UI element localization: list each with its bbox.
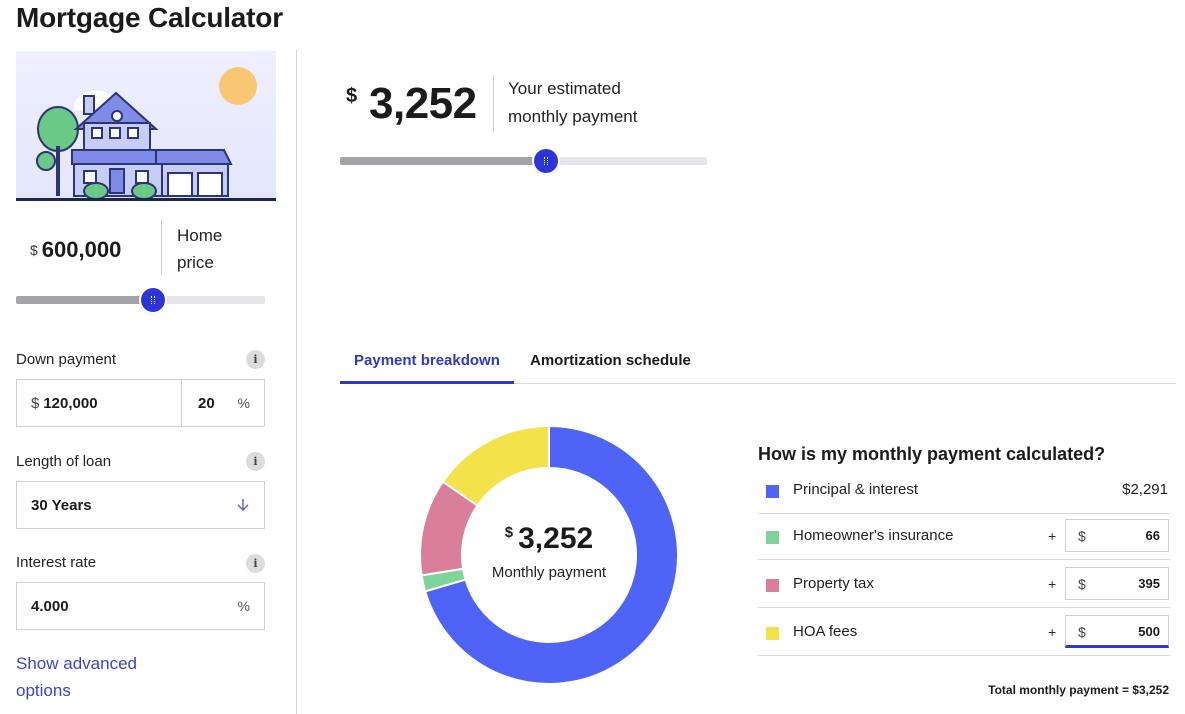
breakdown-row-property-tax: Property tax + $ 395 <box>758 560 1170 608</box>
home-price-value[interactable]: 600,000 <box>41 237 122 262</box>
breakdown-title: How is my monthly payment calculated? <box>758 444 1106 464</box>
principal-amount: $2,291 <box>1122 481 1168 498</box>
hoa-label: HOA fees <box>793 623 858 640</box>
donut-slice-principal <box>423 425 679 685</box>
breakdown-row-principal: Principal & interest $2,291 <box>758 466 1170 514</box>
hoa-input[interactable]: $ 500 <box>1065 615 1169 648</box>
interest-rate-label: Interest rate <box>16 554 97 571</box>
down-payment-amount-input[interactable]: $ 120,000 <box>16 379 182 427</box>
donut-currency: $ <box>504 523 514 541</box>
breakdown-row-hoa: HOA fees + $ 500 <box>758 608 1170 656</box>
page-title: Mortgage Calculator <box>16 2 283 33</box>
interest-rate-input[interactable]: 4.000 % <box>16 582 265 630</box>
house-illustration <box>16 51 276 201</box>
insurance-label: Homeowner's insurance <box>793 527 954 544</box>
tab-payment-breakdown[interactable]: Payment breakdown <box>340 345 514 384</box>
principal-swatch <box>766 485 779 498</box>
insurance-input[interactable]: $ 66 <box>1065 519 1169 552</box>
down-payment-percent-input[interactable]: 20 % <box>181 379 265 427</box>
donut-center-label: $ 3,252 Monthly payment <box>419 425 679 685</box>
home-price-slider[interactable] <box>16 288 265 312</box>
donut-slice-hoa <box>441 425 550 507</box>
down-payment-info-icon[interactable]: i <box>246 350 265 369</box>
interest-rate-value: 4.000 <box>31 597 69 615</box>
sun-icon <box>219 67 257 105</box>
estimate-slider-thumb[interactable] <box>533 149 558 173</box>
payment-donut-chart <box>419 425 679 685</box>
property-tax-swatch <box>766 579 779 592</box>
insurance-value: 66 <box>1145 528 1160 543</box>
principal-label: Principal & interest <box>793 481 919 498</box>
hoa-value: 500 <box>1138 624 1160 639</box>
down-payment-label: Down payment <box>16 351 117 368</box>
home-price-currency: $ <box>30 242 38 258</box>
home-price-slider-fill <box>16 296 153 304</box>
property-tax-value: 395 <box>1138 576 1160 591</box>
hoa-swatch <box>766 627 779 640</box>
estimate-label: Your estimated monthly payment <box>508 79 638 126</box>
total-monthly-payment: Total monthly payment = $3,252 <box>988 683 1169 697</box>
panel-divider <box>296 50 297 714</box>
estimate-currency: $ <box>346 85 358 107</box>
property-tax-label: Property tax <box>793 575 874 592</box>
down-payment-amount-value: 120,000 <box>43 394 98 412</box>
estimate-slider-fill <box>340 157 546 165</box>
home-price-label: Home price <box>177 226 223 272</box>
loan-length-select[interactable]: 30 Years <box>16 481 265 529</box>
loan-length-info-icon[interactable]: i <box>246 452 265 471</box>
estimate-slider[interactable] <box>340 149 707 173</box>
tab-amortization-schedule[interactable]: Amortization schedule <box>530 352 691 369</box>
donut-sublabel: Monthly payment <box>491 563 607 581</box>
loan-length-value: 30 Years <box>31 496 92 514</box>
breakdown-row-insurance: Homeowner's insurance + $ 66 <box>758 512 1170 560</box>
loan-length-label: Length of loan <box>16 453 112 470</box>
donut-value: 3,252 <box>518 521 594 555</box>
home-price-slider-thumb[interactable] <box>140 288 165 312</box>
breakdown-tabs: Payment breakdown Amortization schedule <box>340 345 1176 384</box>
interest-rate-info-icon[interactable]: i <box>246 554 265 573</box>
estimate-value: 3,252 <box>369 79 477 128</box>
property-tax-input[interactable]: $ 395 <box>1065 567 1169 600</box>
home-price-display: $ 600,000 Home price <box>16 220 266 276</box>
down-payment-percent-value: 20 <box>198 394 215 412</box>
insurance-swatch <box>766 531 779 544</box>
show-advanced-options-link[interactable]: Show advanced options <box>16 654 137 700</box>
arrow-down-icon <box>237 499 249 511</box>
